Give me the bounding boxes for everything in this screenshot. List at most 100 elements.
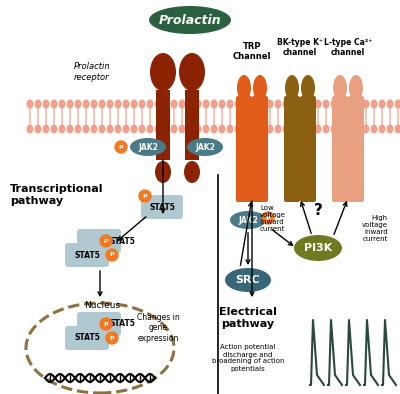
FancyBboxPatch shape xyxy=(252,96,268,202)
Ellipse shape xyxy=(202,100,210,108)
FancyBboxPatch shape xyxy=(65,326,109,350)
Ellipse shape xyxy=(266,125,274,134)
Ellipse shape xyxy=(218,100,226,108)
Text: Transcriptional
pathway: Transcriptional pathway xyxy=(10,184,104,206)
Circle shape xyxy=(106,249,118,261)
Text: STAT5: STAT5 xyxy=(74,333,100,342)
Ellipse shape xyxy=(34,100,42,108)
Bar xyxy=(185,90,199,160)
Ellipse shape xyxy=(378,100,386,108)
Ellipse shape xyxy=(178,125,186,134)
Ellipse shape xyxy=(298,125,306,134)
Ellipse shape xyxy=(170,125,178,134)
Ellipse shape xyxy=(130,138,166,156)
Ellipse shape xyxy=(314,125,322,134)
Ellipse shape xyxy=(394,125,400,134)
Ellipse shape xyxy=(225,268,271,292)
Bar xyxy=(156,90,170,160)
Ellipse shape xyxy=(154,125,162,134)
Ellipse shape xyxy=(266,100,274,108)
Ellipse shape xyxy=(150,53,176,91)
Ellipse shape xyxy=(130,125,138,134)
Ellipse shape xyxy=(253,75,267,101)
Ellipse shape xyxy=(26,125,34,134)
FancyBboxPatch shape xyxy=(332,96,348,202)
Ellipse shape xyxy=(338,125,346,134)
Ellipse shape xyxy=(226,100,234,108)
Ellipse shape xyxy=(234,125,242,134)
Text: P: P xyxy=(104,322,108,327)
Ellipse shape xyxy=(322,125,330,134)
Ellipse shape xyxy=(242,125,250,134)
FancyBboxPatch shape xyxy=(348,96,364,202)
Text: High
voltage
inward
current: High voltage inward current xyxy=(362,214,388,242)
Text: Low
voltage
inward
current: Low voltage inward current xyxy=(260,204,286,232)
Ellipse shape xyxy=(210,125,218,134)
Text: L-type Ca²⁺
channel: L-type Ca²⁺ channel xyxy=(324,38,372,58)
Ellipse shape xyxy=(237,75,251,101)
Ellipse shape xyxy=(242,100,250,108)
Circle shape xyxy=(100,318,112,330)
Ellipse shape xyxy=(290,100,298,108)
Ellipse shape xyxy=(346,100,354,108)
Text: STAT5: STAT5 xyxy=(74,251,100,260)
Text: P: P xyxy=(143,193,147,199)
Ellipse shape xyxy=(184,161,200,183)
Ellipse shape xyxy=(138,100,146,108)
Ellipse shape xyxy=(58,100,66,108)
Text: Changes in
gene
expression: Changes in gene expression xyxy=(137,313,179,343)
Ellipse shape xyxy=(386,125,394,134)
Ellipse shape xyxy=(106,100,114,108)
Text: Nucleus: Nucleus xyxy=(84,301,120,310)
Text: STAT5: STAT5 xyxy=(149,203,175,212)
FancyBboxPatch shape xyxy=(77,312,121,336)
Ellipse shape xyxy=(370,100,378,108)
Text: Prolactin: Prolactin xyxy=(159,13,221,26)
Ellipse shape xyxy=(250,100,258,108)
Ellipse shape xyxy=(250,125,258,134)
Ellipse shape xyxy=(298,100,306,108)
Ellipse shape xyxy=(306,125,314,134)
Ellipse shape xyxy=(50,100,58,108)
Ellipse shape xyxy=(394,100,400,108)
Ellipse shape xyxy=(170,100,178,108)
FancyBboxPatch shape xyxy=(284,96,300,202)
Ellipse shape xyxy=(146,125,154,134)
Ellipse shape xyxy=(82,125,90,134)
Ellipse shape xyxy=(34,125,42,134)
Ellipse shape xyxy=(66,100,74,108)
Ellipse shape xyxy=(106,125,114,134)
Ellipse shape xyxy=(130,100,138,108)
Ellipse shape xyxy=(98,100,106,108)
Ellipse shape xyxy=(114,125,122,134)
Text: ?: ? xyxy=(314,203,322,217)
Ellipse shape xyxy=(370,125,378,134)
Ellipse shape xyxy=(354,100,362,108)
Ellipse shape xyxy=(285,75,299,101)
Text: PI3K: PI3K xyxy=(304,243,332,253)
Ellipse shape xyxy=(386,100,394,108)
Ellipse shape xyxy=(149,6,231,34)
Ellipse shape xyxy=(314,100,322,108)
Ellipse shape xyxy=(362,100,370,108)
Ellipse shape xyxy=(362,125,370,134)
Ellipse shape xyxy=(330,125,338,134)
Ellipse shape xyxy=(82,100,90,108)
Ellipse shape xyxy=(42,125,50,134)
Text: Prolactin
receptor: Prolactin receptor xyxy=(74,62,110,82)
Ellipse shape xyxy=(282,125,290,134)
Ellipse shape xyxy=(154,100,162,108)
Text: Action potential
discharge and
broadening of action
potentials: Action potential discharge and broadenin… xyxy=(212,344,284,372)
Ellipse shape xyxy=(179,53,205,91)
Ellipse shape xyxy=(226,125,234,134)
Text: Electrical
pathway: Electrical pathway xyxy=(219,307,277,329)
Text: SRC: SRC xyxy=(236,275,260,285)
Ellipse shape xyxy=(178,100,186,108)
FancyBboxPatch shape xyxy=(300,96,316,202)
Ellipse shape xyxy=(162,100,170,108)
Text: P: P xyxy=(104,238,108,243)
Ellipse shape xyxy=(122,100,130,108)
Ellipse shape xyxy=(294,235,342,261)
Ellipse shape xyxy=(138,125,146,134)
Ellipse shape xyxy=(202,125,210,134)
